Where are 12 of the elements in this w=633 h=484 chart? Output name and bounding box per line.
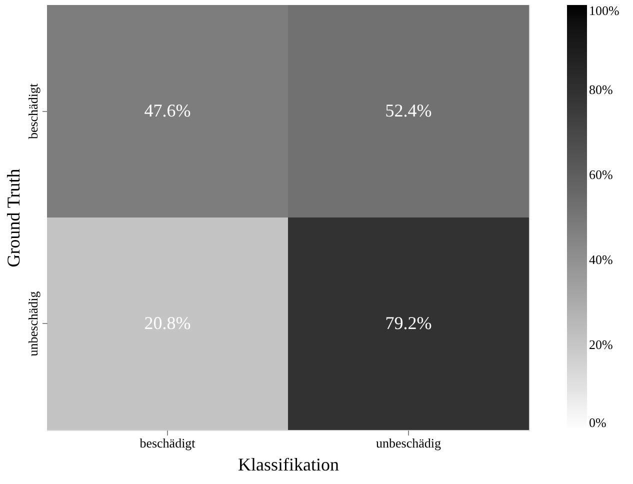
color-bar-label: 40%	[589, 252, 613, 267]
data-label: 79.2%	[385, 312, 432, 333]
color-bar-label: 60%	[589, 167, 613, 182]
x-axis-title: Klassifikation	[238, 454, 339, 474]
data-label: 52.4%	[385, 100, 432, 120]
data-label: 47.6%	[144, 100, 191, 120]
color-bar-label: 20%	[589, 337, 613, 352]
y-axis-title: Ground Truth	[4, 168, 24, 268]
color-bar-label: 0%	[589, 415, 606, 430]
color-bar-label: 100%	[589, 3, 620, 18]
color-bar-label: 80%	[589, 82, 613, 97]
data-label: 20.8%	[144, 312, 191, 333]
